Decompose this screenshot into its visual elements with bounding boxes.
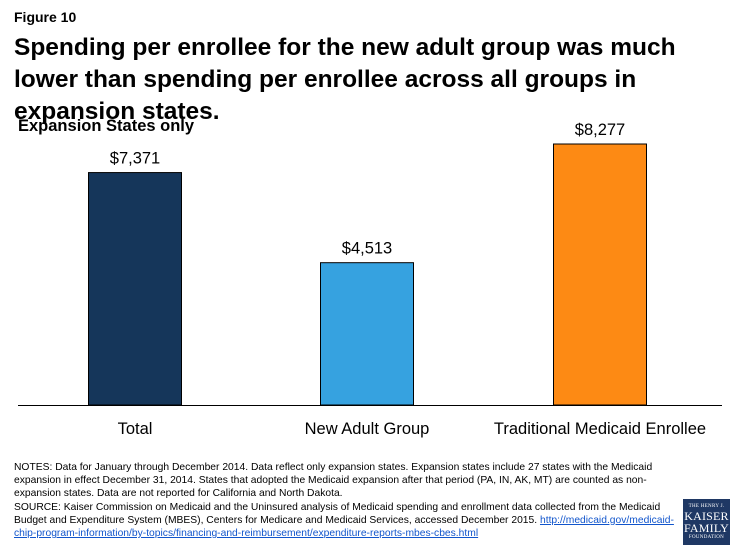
- chart-subtitle: Expansion States only: [18, 117, 195, 135]
- category-label-total: Total: [118, 420, 153, 438]
- data-label-total: $7,371: [110, 150, 160, 168]
- logo-line-1: THE HENRY J.: [688, 504, 725, 509]
- logo-line-2: KAISER: [684, 509, 729, 523]
- bar-total: [88, 172, 182, 406]
- bar-traditional-medicaid-enrollee: [553, 143, 647, 406]
- category-label-new-adult-group: New Adult Group: [305, 420, 430, 438]
- figure-label: Figure 10: [14, 9, 77, 25]
- chart-title: Spending per enrollee for the new adult …: [14, 34, 676, 125]
- source-citation: SOURCE: Kaiser Commission on Medicaid an…: [14, 501, 661, 526]
- bar-chart: $7,371 Total $4,513 New Adult Group $8,277 Tr…: [18, 121, 722, 438]
- logo-line-3: FAMILY: [683, 521, 730, 535]
- source-link[interactable]: http://medicaid.gov/medicaid-chip-progra…: [14, 514, 674, 540]
- data-label-new-adult-group: $4,513: [342, 240, 392, 258]
- bar-new-adult-group: [320, 262, 414, 406]
- logo-line-4: FOUNDATION: [688, 535, 725, 540]
- source-text: SOURCE: Kaiser Commission on Medicaid an…: [14, 501, 674, 541]
- kff-logo: THE HENRY J. KAISER FAMILY FOUNDATION: [683, 499, 730, 545]
- data-label-traditional-medicaid-enrollee: $8,277: [575, 121, 625, 139]
- notes-block: NOTES: Data for January through December…: [14, 461, 674, 540]
- category-label-traditional-medicaid-enrollee: Traditional Medicaid Enrollee: [494, 420, 706, 438]
- notes-text: NOTES: Data for January through December…: [14, 462, 653, 500]
